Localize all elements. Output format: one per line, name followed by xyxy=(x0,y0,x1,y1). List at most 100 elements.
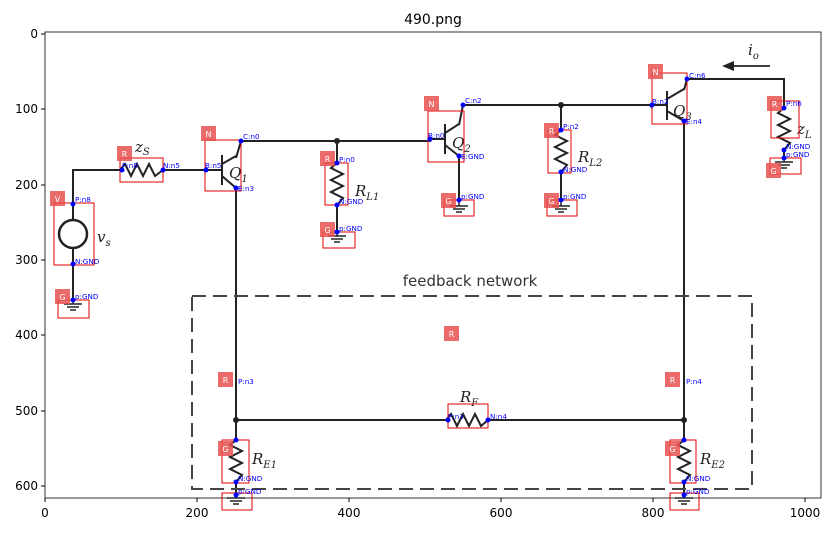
svg-text:R: R xyxy=(772,100,778,109)
pin-label: C:n2 xyxy=(465,96,482,105)
y-tick-label: 500 xyxy=(15,404,38,418)
voltage-source-symbol xyxy=(57,218,89,250)
y-tick-label: 200 xyxy=(15,178,38,192)
pin-label: P:n2 xyxy=(563,122,579,131)
pin-label: N:GND xyxy=(339,197,364,206)
pin-label: E:GND xyxy=(461,152,485,161)
badge-n-q1: N xyxy=(201,126,216,141)
pin-label: P:n4 xyxy=(686,377,702,386)
pin-label: P:n8 xyxy=(75,195,91,204)
bbox-q3 xyxy=(651,72,688,125)
x-axis: 0 200 400 600 800 1000 xyxy=(41,498,820,520)
y-axis: 0 100 200 300 400 500 600 xyxy=(15,27,45,493)
badge-r-re1: R xyxy=(218,372,233,387)
bbox-q2 xyxy=(427,110,465,163)
pin-label: p:GND xyxy=(786,150,810,159)
vs-label: vs xyxy=(97,228,111,249)
svg-text:G: G xyxy=(222,445,228,454)
zs-resistor-symbol xyxy=(119,161,164,179)
pin-label: C:n0 xyxy=(243,132,260,141)
badge-g-re1: G xyxy=(218,441,233,456)
svg-text:R: R xyxy=(325,155,331,164)
svg-text:R: R xyxy=(122,150,128,159)
svg-text:R: R xyxy=(670,376,676,385)
y-tick-label: 100 xyxy=(15,102,38,116)
rl1-resistor-symbol xyxy=(328,162,346,206)
pin-label: N:n5 xyxy=(163,161,180,170)
pin-label: E:n4 xyxy=(686,117,703,126)
pin-label: p:GND xyxy=(563,192,587,201)
badge-g-rl2: G xyxy=(544,193,559,208)
pin-label: E:n3 xyxy=(238,184,254,193)
badge-n-q3: N xyxy=(648,64,663,79)
badge-n-q2: N xyxy=(424,96,439,111)
badge-r-rl1: R xyxy=(320,151,335,166)
svg-text:G: G xyxy=(59,293,65,302)
pin-dots xyxy=(70,76,787,498)
svg-text:G: G xyxy=(445,197,451,206)
pin-label: P:n0 xyxy=(339,155,355,164)
badge-g-vs: G xyxy=(55,289,70,304)
pin-label: p:GND xyxy=(461,192,485,201)
pin-label: N:GND xyxy=(238,474,263,483)
q1-label: Q1 xyxy=(229,164,248,185)
q3-label: Q3 xyxy=(673,102,692,123)
x-tick-label: 800 xyxy=(642,506,665,520)
pin-label: N:n4 xyxy=(490,412,507,421)
svg-text:G: G xyxy=(324,226,330,235)
svg-text:V: V xyxy=(55,195,61,204)
figure-title: 490.png xyxy=(404,12,462,28)
pin-label: P:n3 xyxy=(448,412,464,421)
pin-label: p:GND xyxy=(686,487,710,496)
x-tick-label: 600 xyxy=(490,506,513,520)
y-tick-label: 600 xyxy=(15,479,38,493)
svg-text:R: R xyxy=(549,127,555,136)
pin-label: N:GND xyxy=(563,165,588,174)
x-tick-label: 400 xyxy=(338,506,361,520)
q3-transistor-symbol xyxy=(652,88,685,122)
y-tick-label: 0 xyxy=(30,27,38,41)
badge-r-rl2: R xyxy=(544,123,559,138)
q1-transistor-symbol xyxy=(208,155,237,189)
pin-label: C:n6 xyxy=(689,71,706,80)
rf-resistor-symbol xyxy=(445,411,489,429)
feedback-network-label: feedback network xyxy=(403,272,538,290)
pin-label: B:n5 xyxy=(205,161,221,170)
badge-g-rl1: G xyxy=(320,222,335,237)
badge-g-q2: G xyxy=(441,193,456,208)
svg-text:G: G xyxy=(669,445,675,454)
pin-label: B:n0 xyxy=(428,131,445,140)
pin-label: N:GND xyxy=(786,142,811,151)
pin-label: p:GND xyxy=(238,487,262,496)
bbox-zl xyxy=(770,100,800,139)
pin-label: P:n6 xyxy=(786,99,802,108)
io-label: io xyxy=(748,41,759,62)
y-tick-label: 400 xyxy=(15,328,38,342)
pin-label: p:GND xyxy=(339,224,363,233)
pin-labels: P:n8 N:GND p:GND P:n8 N:n5 B:n5 C:n0 E:n… xyxy=(75,71,811,496)
badge-r-re2: R xyxy=(665,372,680,387)
svg-text:N: N xyxy=(653,68,659,77)
pin-label: p:GND xyxy=(75,292,99,301)
y-tick-label: 300 xyxy=(15,253,38,267)
rl1-label: RL1 xyxy=(354,182,379,203)
badge-r-rf: R xyxy=(444,326,459,341)
pin-label: N:GND xyxy=(686,474,711,483)
svg-text:N: N xyxy=(206,130,212,139)
re2-label: RE2 xyxy=(699,450,725,471)
bbox-rf xyxy=(447,403,489,429)
badge-g-re2: G xyxy=(665,441,680,456)
feedback-network-box xyxy=(191,295,753,490)
badge-v: V xyxy=(50,191,65,206)
pin-label: P:n3 xyxy=(238,377,254,386)
zl-resistor-symbol xyxy=(775,107,793,151)
output-current-arrow xyxy=(722,61,770,71)
badge-r-zl: R xyxy=(767,96,782,111)
svg-text:R: R xyxy=(449,330,455,339)
svg-text:G: G xyxy=(770,167,776,176)
svg-text:R: R xyxy=(223,376,229,385)
pin-label: B:n2 xyxy=(652,97,668,106)
pin-label: N:GND xyxy=(75,257,100,266)
svg-text:G: G xyxy=(548,197,554,206)
